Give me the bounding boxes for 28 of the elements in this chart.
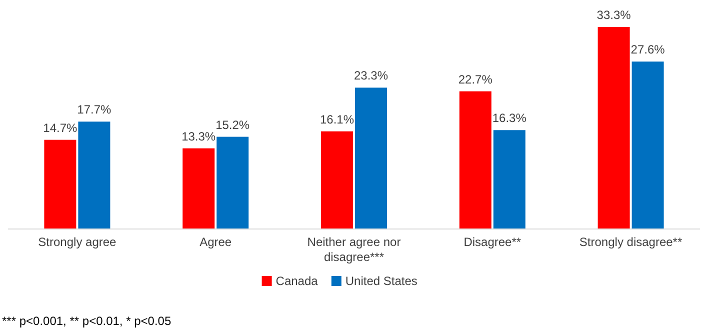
data-label: 17.7% [77, 102, 112, 117]
legend-label: Canada [276, 274, 318, 288]
bar [632, 62, 664, 229]
bar [44, 140, 76, 229]
bar [598, 27, 630, 229]
data-label: 16.1% [320, 112, 354, 126]
x-tick-label: Neither agree nor disagree*** [307, 235, 401, 264]
bar [182, 148, 215, 229]
x-tick-label: Agree [200, 235, 232, 249]
data-label: 27.6% [630, 42, 666, 57]
data-label: 23.3% [354, 68, 388, 83]
bar [216, 136, 249, 229]
x-tick-label: Strongly agree [38, 235, 117, 249]
x-tick-label: Strongly disagree** [579, 235, 682, 249]
legend-label: United States [345, 274, 418, 288]
bar [459, 91, 492, 229]
data-label: 15.2% [216, 118, 250, 132]
data-label: 33.3% [596, 8, 632, 22]
data-label: 14.7% [43, 120, 78, 135]
bar [355, 88, 387, 229]
bar [321, 131, 353, 229]
text: *** p<0.001, ** p<0.01, * p<0.05 [2, 314, 172, 328]
data-label: 22.7% [458, 72, 493, 86]
bar [493, 130, 526, 229]
data-label: 13.3% [182, 129, 216, 144]
data-label: 16.3% [492, 111, 527, 126]
x-tick-label: Disagree** [464, 235, 522, 249]
bar [78, 122, 110, 229]
